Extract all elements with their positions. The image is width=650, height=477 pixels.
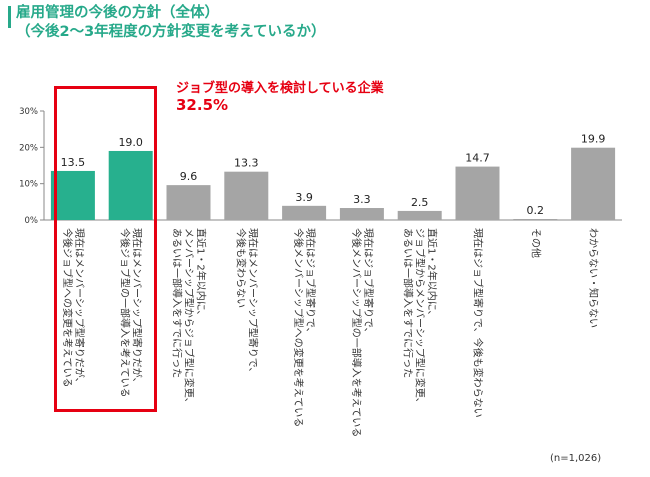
category-label: 今後メンバーシップ型の一部導入を考えている bbox=[350, 228, 363, 437]
title-accent-bar bbox=[8, 6, 11, 28]
bar bbox=[513, 219, 558, 220]
data-label: 13.5 bbox=[61, 156, 86, 169]
bar bbox=[455, 166, 500, 220]
category-label: 今後メンバーシップ型への変更を考えている bbox=[292, 228, 305, 427]
bar bbox=[108, 150, 153, 220]
data-label: 19.0 bbox=[118, 136, 143, 149]
category-label: あるいは一部導入をすでに行った bbox=[402, 228, 415, 378]
category-label: 直近1・2年以内に、 bbox=[195, 228, 208, 320]
callout-text: ジョブ型の導入を検討している企業 bbox=[176, 81, 384, 96]
category-label: 現在はメンバーシップ型寄りだが、 bbox=[131, 228, 144, 388]
category-label: 現在はジョブ型寄りで、 bbox=[304, 228, 317, 338]
y-tick-label: 0% bbox=[25, 216, 39, 226]
category-label: ジョブ型からメンバーシップ型に変更、 bbox=[414, 228, 427, 408]
data-label: 3.9 bbox=[295, 191, 313, 204]
bar bbox=[50, 170, 95, 220]
bar bbox=[224, 171, 269, 220]
bar bbox=[282, 205, 327, 220]
sample-size-note: (n=1,026) bbox=[550, 453, 602, 464]
category-label: その他 bbox=[529, 228, 542, 258]
chart-title: 雇用管理の今後の方針（全体） （今後2～3年程度の方針変更を考えているか） bbox=[16, 4, 325, 42]
highlight-box bbox=[54, 86, 157, 412]
category-label: 現在はジョブ型寄りで、 bbox=[362, 228, 375, 338]
category-label: 今後ジョブ型への変更を考えている bbox=[61, 228, 74, 388]
callout: ジョブ型の導入を検討している企業 32.5% bbox=[176, 80, 384, 114]
data-label: 9.6 bbox=[180, 170, 198, 183]
chart-title-line2: （今後2～3年程度の方針変更を考えているか） bbox=[16, 24, 326, 40]
category-label: 今後ジョブ型の一部導入を考えている bbox=[119, 228, 132, 398]
category-label: 現在はジョブ型寄りで、今後も変わらない bbox=[472, 228, 485, 418]
data-label: 13.3 bbox=[234, 157, 259, 170]
bar bbox=[397, 210, 442, 220]
category-label: 今後も変わらない bbox=[234, 228, 247, 308]
category-label: 直近1・2年以内に、 bbox=[426, 228, 439, 320]
y-tick-label: 20% bbox=[19, 143, 38, 153]
data-label: 14.7 bbox=[465, 152, 490, 165]
chart-title-line1: 雇用管理の今後の方針（全体） bbox=[16, 5, 219, 21]
bar bbox=[166, 185, 211, 220]
category-label: あるいは一部導入をすでに行った bbox=[171, 228, 184, 378]
data-label: 3.3 bbox=[353, 193, 371, 206]
bar bbox=[571, 147, 616, 220]
category-label: メンバーシップ型からジョブ型に変更、 bbox=[183, 228, 196, 408]
category-label: わからない・知らない bbox=[587, 228, 600, 328]
callout-value: 32.5% bbox=[176, 96, 229, 114]
y-tick-label: 10% bbox=[19, 180, 38, 190]
category-label: 現在はメンバーシップ型寄りで、 bbox=[246, 228, 259, 377]
category-label: 現在はメンバーシップ型寄りだが、 bbox=[73, 228, 86, 388]
y-tick-label: 30% bbox=[19, 107, 38, 117]
data-label: 0.2 bbox=[527, 204, 545, 217]
data-label: 19.9 bbox=[581, 133, 606, 146]
data-label: 2.5 bbox=[411, 196, 429, 209]
bar bbox=[339, 208, 384, 220]
